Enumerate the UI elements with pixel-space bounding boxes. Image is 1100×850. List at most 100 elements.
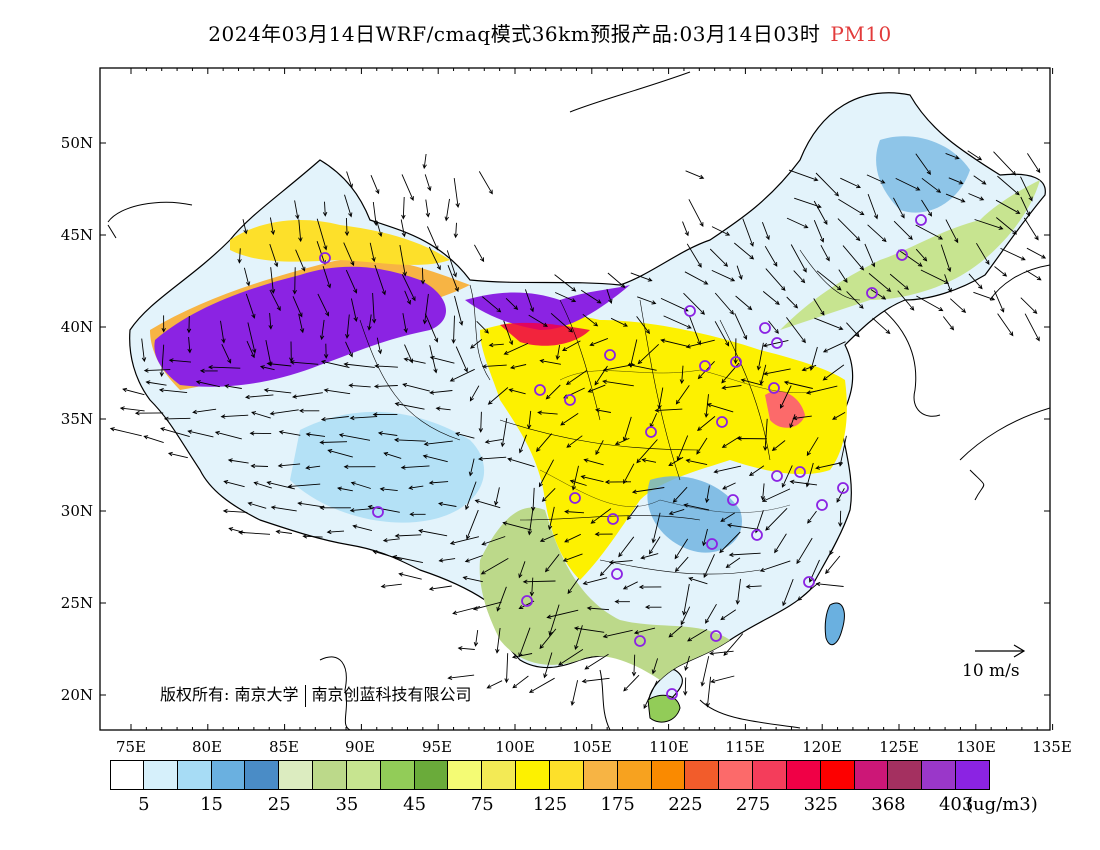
wind-vector — [400, 465, 430, 470]
wind-vector — [915, 224, 944, 240]
wind-vector — [793, 270, 806, 284]
wind-vector — [734, 313, 748, 341]
wind-vector — [372, 550, 403, 561]
wind-vector — [726, 523, 760, 530]
wind-vector — [994, 266, 1008, 277]
wind-vector — [554, 274, 577, 292]
lon-label: 120E — [802, 738, 842, 756]
legend-level-label: 45 — [403, 794, 427, 815]
city-marker — [521, 595, 533, 607]
wind-vector — [449, 536, 480, 545]
wind-vector — [564, 533, 581, 543]
lon-label: 90E — [344, 738, 376, 756]
wind-vector — [734, 242, 755, 260]
wind-vector — [541, 487, 556, 502]
wind-vector — [422, 454, 448, 463]
wind-vector — [195, 380, 220, 388]
wind-vector — [320, 416, 349, 422]
city-marker — [866, 287, 878, 299]
wind-vector — [350, 481, 371, 489]
lat-label: 20N — [60, 686, 93, 704]
wind-vector — [394, 437, 426, 443]
wind-vector — [916, 295, 944, 312]
legend-color-box — [448, 760, 483, 790]
wind-vector — [895, 177, 921, 191]
wind-vector — [618, 536, 635, 558]
copyright-separator — [304, 684, 306, 707]
wind-vector — [473, 630, 479, 647]
wind-vector — [728, 552, 761, 558]
wind-vector — [631, 654, 637, 677]
wind-vector — [761, 222, 770, 241]
wind-vector — [789, 414, 796, 429]
wind-vector — [867, 224, 887, 243]
wind-vector — [394, 401, 425, 410]
wind-vector — [680, 606, 691, 626]
legend-color-box — [313, 760, 347, 790]
wind-vector — [674, 538, 689, 560]
wind-vector — [797, 583, 819, 601]
legend-level-label: 75 — [470, 794, 494, 815]
wind-vector — [484, 438, 503, 444]
city-marker — [803, 576, 815, 588]
lat-label: 50N — [60, 134, 93, 152]
wind-vector — [266, 480, 295, 490]
wind-vector — [187, 429, 214, 438]
wind-vector — [423, 440, 453, 447]
wind-vector — [973, 175, 987, 185]
wind-vector — [109, 427, 142, 437]
wind-vector — [765, 268, 786, 292]
wind-vector — [714, 292, 735, 315]
city-marker — [727, 494, 739, 506]
wind-vector — [476, 320, 490, 334]
legend-level-label: 225 — [668, 794, 703, 815]
wind-vector — [186, 315, 192, 334]
region-xinjiang-north — [230, 220, 450, 265]
copyright-org-company: 南京创蓝科技有限公司 — [311, 685, 472, 704]
wind-vector — [968, 193, 985, 201]
wind-vector — [638, 584, 662, 590]
wind-reference-label: 10 m/s — [962, 661, 1020, 681]
lon-label: 135E — [1032, 738, 1072, 756]
wind-vector — [687, 629, 708, 642]
wind-vector — [224, 384, 242, 389]
wind-vector — [399, 245, 407, 277]
wind-vector — [651, 658, 659, 675]
wind-vector — [816, 270, 842, 291]
title-variable: PM10 — [830, 22, 892, 46]
wind-vector — [145, 380, 167, 386]
wind-vector — [159, 344, 165, 377]
wind-vector — [481, 364, 507, 369]
wind-vector — [668, 508, 685, 516]
wind-vector — [997, 313, 1014, 337]
wind-vector — [807, 510, 817, 524]
wind-vector — [997, 175, 1020, 196]
wind-vector — [898, 249, 923, 267]
wind-vector — [478, 411, 483, 433]
wind-vector — [711, 226, 731, 236]
wind-vector — [602, 379, 634, 387]
wind-vector — [562, 340, 581, 351]
region-ne-blue — [876, 136, 970, 213]
wind-vector — [295, 249, 306, 272]
wind-vector — [263, 388, 292, 394]
legend-color-box — [651, 760, 686, 790]
hainan — [647, 694, 681, 723]
wind-vector — [245, 293, 256, 319]
lon-label: 125E — [879, 738, 919, 756]
copyright-prefix: 版权所有: — [160, 685, 230, 704]
legend-frame — [110, 760, 990, 790]
wind-vector — [697, 416, 716, 432]
wind-vector — [679, 365, 685, 385]
wind-vector — [161, 315, 166, 333]
city-marker — [915, 214, 927, 226]
wind-vector — [428, 480, 449, 485]
wind-vector — [345, 314, 350, 339]
wind-vector — [595, 408, 611, 413]
wind-vector — [806, 437, 819, 457]
wind-vector — [367, 314, 372, 331]
wind-vector — [481, 536, 506, 546]
wind-vector — [243, 267, 251, 287]
wind-vector — [548, 604, 560, 636]
